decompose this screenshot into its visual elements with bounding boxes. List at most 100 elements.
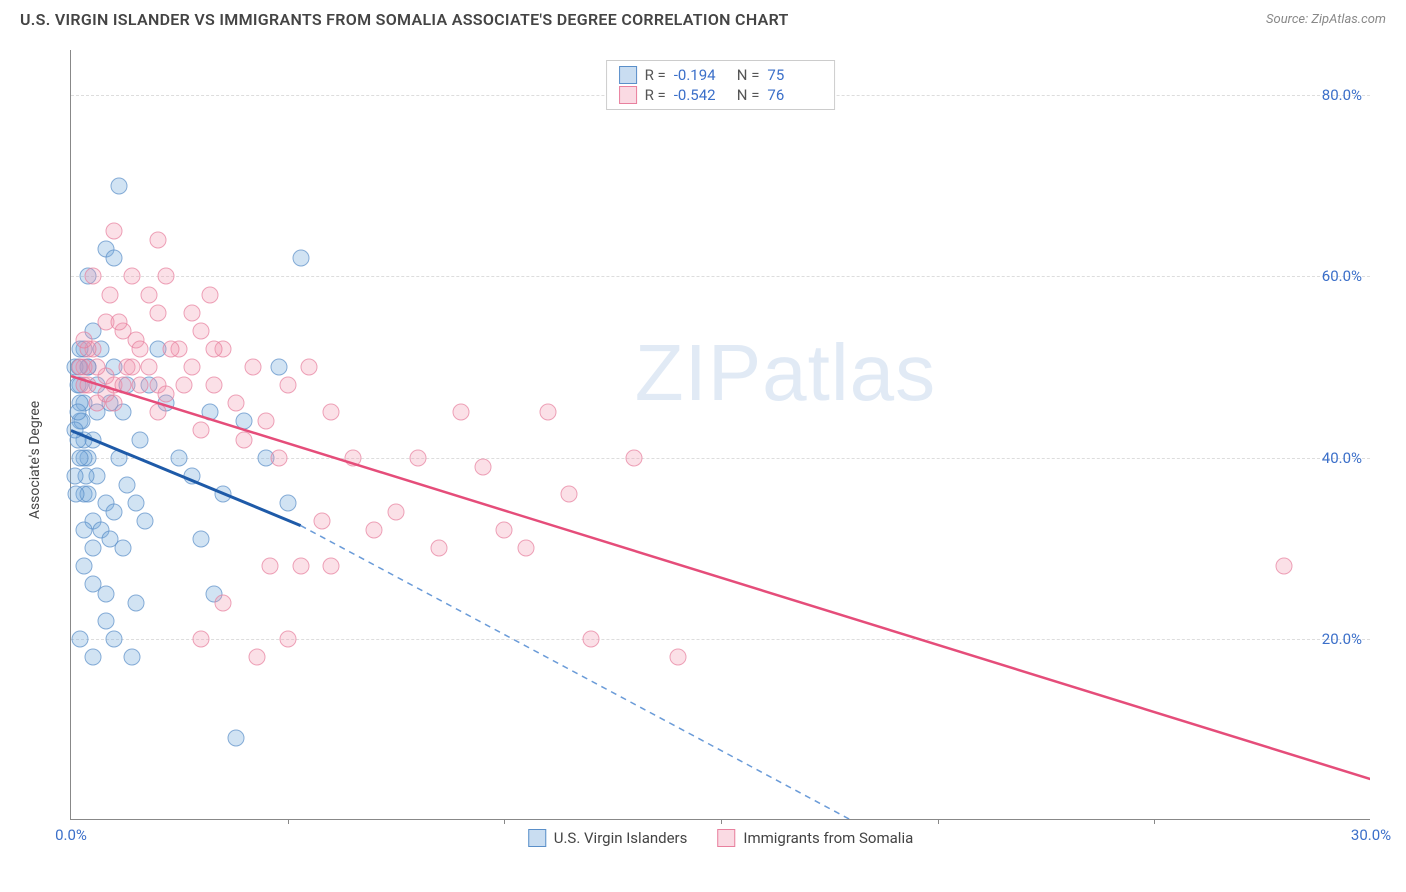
ytick-label: 20.0%: [1322, 630, 1362, 648]
data-point: [184, 467, 201, 484]
data-point: [201, 404, 218, 421]
r-label: R =: [645, 86, 666, 104]
data-point: [561, 485, 578, 502]
data-point: [271, 359, 288, 376]
data-point: [193, 422, 210, 439]
data-point: [106, 223, 123, 240]
data-point: [110, 177, 127, 194]
data-point: [496, 522, 513, 539]
data-point: [89, 359, 106, 376]
data-point: [249, 648, 266, 665]
data-point: [431, 540, 448, 557]
ytick-label: 80.0%: [1322, 86, 1362, 104]
data-point: [193, 630, 210, 647]
plot-area: ZIPatlas R = -0.194 N = 75 R = -0.542 N …: [70, 50, 1370, 820]
xtick-mark: [721, 819, 722, 824]
data-point: [76, 558, 93, 575]
trend-lines: [71, 50, 1370, 819]
chart-title: U.S. VIRGIN ISLANDER VS IMMIGRANTS FROM …: [20, 10, 789, 29]
data-point: [245, 359, 262, 376]
n-label: N =: [737, 86, 760, 104]
r-value: -0.194: [674, 66, 729, 84]
data-point: [106, 250, 123, 267]
n-value: 75: [767, 66, 822, 84]
data-point: [314, 513, 331, 530]
data-point: [67, 422, 84, 439]
data-point: [69, 404, 86, 421]
data-point: [162, 340, 179, 357]
xtick-mark: [1154, 819, 1155, 824]
xtick-label: 30.0%: [1351, 826, 1391, 844]
data-point: [97, 585, 114, 602]
data-point: [518, 540, 535, 557]
data-point: [141, 359, 158, 376]
watermark: ZIPatlas: [635, 327, 936, 419]
legend-stats: R = -0.194 N = 75 R = -0.542 N = 76: [606, 60, 836, 110]
legend-stats-row: R = -0.542 N = 76: [619, 85, 823, 105]
gridline: [71, 276, 1370, 277]
data-point: [158, 386, 175, 403]
data-point: [262, 558, 279, 575]
data-point: [149, 404, 166, 421]
data-point: [236, 413, 253, 430]
legend-stats-row: R = -0.194 N = 75: [619, 65, 823, 85]
watermark-thin: atlas: [762, 328, 936, 417]
data-point: [84, 648, 101, 665]
data-point: [115, 377, 132, 394]
data-point: [271, 449, 288, 466]
data-point: [76, 331, 93, 348]
data-point: [106, 395, 123, 412]
data-point: [1276, 558, 1293, 575]
data-point: [132, 431, 149, 448]
data-point: [149, 232, 166, 249]
data-point: [583, 630, 600, 647]
data-point: [128, 594, 145, 611]
data-point: [539, 404, 556, 421]
data-point: [68, 485, 85, 502]
ytick-label: 40.0%: [1322, 449, 1362, 467]
data-point: [102, 286, 119, 303]
watermark-bold: ZIP: [635, 328, 762, 417]
data-point: [323, 558, 340, 575]
data-point: [119, 476, 136, 493]
data-point: [292, 558, 309, 575]
data-point: [301, 359, 318, 376]
data-point: [136, 513, 153, 530]
data-point: [669, 648, 686, 665]
xtick-label: 0.0%: [55, 826, 87, 844]
data-point: [141, 286, 158, 303]
data-point: [193, 531, 210, 548]
data-point: [279, 377, 296, 394]
data-point: [292, 250, 309, 267]
data-point: [110, 313, 127, 330]
data-point: [474, 458, 491, 475]
y-axis-label: Associate's Degree: [27, 401, 43, 519]
data-point: [80, 377, 97, 394]
ytick-label: 60.0%: [1322, 267, 1362, 285]
data-point: [123, 648, 140, 665]
legend-swatch-icon: [619, 86, 637, 104]
legend-item: Immigrants from Somalia: [717, 829, 913, 847]
data-point: [97, 612, 114, 629]
header: U.S. VIRGIN ISLANDER VS IMMIGRANTS FROM …: [0, 0, 1406, 34]
data-point: [236, 431, 253, 448]
chart-container: Associate's Degree ZIPatlas R = -0.194 N…: [50, 50, 1390, 870]
data-point: [388, 504, 405, 521]
data-point: [76, 522, 93, 539]
data-point: [123, 268, 140, 285]
data-point: [149, 304, 166, 321]
data-point: [71, 359, 88, 376]
data-point: [123, 359, 140, 376]
legend-item: U.S. Virgin Islanders: [528, 829, 688, 847]
data-point: [184, 304, 201, 321]
data-point: [344, 449, 361, 466]
legend-swatch-icon: [528, 829, 546, 847]
xtick-mark: [288, 819, 289, 824]
data-point: [227, 730, 244, 747]
data-point: [193, 322, 210, 339]
r-label: R =: [645, 66, 666, 84]
gridline: [71, 639, 1370, 640]
data-point: [214, 594, 231, 611]
data-point: [227, 395, 244, 412]
n-value: 76: [767, 86, 822, 104]
